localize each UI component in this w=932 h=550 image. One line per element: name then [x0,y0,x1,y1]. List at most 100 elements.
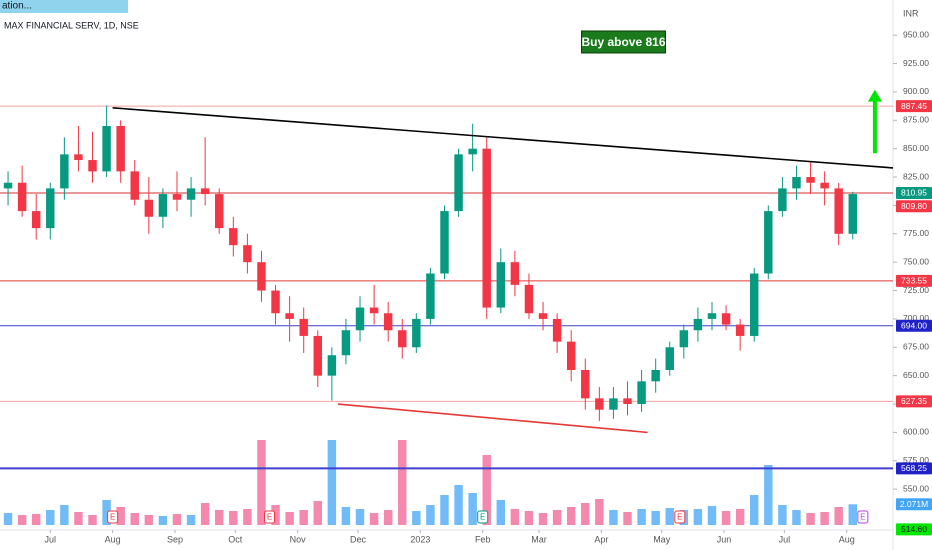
candle-body [764,211,773,274]
x-tick-label: Mar [531,534,547,544]
candle-body [665,347,674,370]
candle-body [144,199,154,217]
x-tick-label: Aug [105,534,121,544]
price-tag [896,200,932,213]
volume-bar [74,512,83,525]
volume-bar [552,510,562,525]
price-tag-label: 733.55 [901,276,927,286]
indicator-tab [0,0,128,13]
volume-bar [341,507,351,525]
candle-body [341,330,351,356]
candle-body [158,194,168,217]
candle-body [806,177,815,183]
volume-bar [834,507,843,525]
candle-body [482,148,491,308]
candle-body [88,160,97,172]
price-tag [896,100,932,113]
y-tick-label: 600.00 [903,427,929,437]
trendline [112,107,894,169]
volume-bar [271,505,280,525]
volume-bar [735,509,745,525]
volume-bar [88,515,97,525]
y-tick-label: 950.00 [903,29,929,39]
volume-bar [229,511,238,525]
volume-bar [398,440,407,525]
candle-body [60,154,69,189]
price-tag-label: 809.80 [901,201,927,211]
y-tick-label: 575.00 [903,455,929,465]
volume-bar [355,509,365,525]
candle-body [538,313,548,319]
price-tag-label: 810.95 [901,188,927,198]
volume-bar [31,514,41,525]
candle-body [200,188,210,195]
candle-body [440,211,449,274]
price-tag [896,319,932,332]
candle-body [778,188,787,212]
volume-bar [778,505,787,525]
x-tick-label: Oct [228,534,243,544]
candle-body [74,154,83,161]
y-tick-label: 925.00 [903,58,929,68]
candle-body [637,381,646,405]
event-badge [477,510,489,524]
volume-bar [806,513,815,525]
price-tag-label: 627.35 [901,396,927,406]
candle-body [313,335,323,376]
volume-bar [581,503,590,525]
candle-body [46,188,55,229]
candle-body [679,330,689,348]
volume-bar [707,506,717,525]
price-tag [896,186,932,199]
candle-body [398,330,407,348]
volume-bar [158,516,168,525]
y-tick-label: 825.00 [903,171,929,181]
event-label: E [677,513,682,522]
candle-body [383,313,393,331]
y-tick-label: 650.00 [903,370,929,380]
volume-bar [172,514,182,525]
y-tick-label: 900.00 [903,86,929,96]
volume-bar [299,510,308,525]
candle-body [468,148,477,155]
volume-bar [440,495,449,525]
candle-body [215,194,224,229]
candle-body [186,188,196,200]
volume-bar [454,485,463,525]
x-tick-label: Sep [167,534,183,544]
candle-body [735,324,745,336]
candle-body [412,318,421,348]
candle-body [693,318,703,331]
arrow-head [867,89,882,102]
candle-body [820,182,829,189]
candle-body [581,369,590,399]
volume-bar [566,507,576,525]
event-badge [264,510,276,524]
price-tag [896,395,932,408]
volume-bar [538,513,548,525]
price-tag [896,523,932,536]
candle-body [3,182,13,189]
volume-bar [482,455,491,525]
volume-bar [200,503,210,525]
candle-body [510,262,520,285]
volume-bar [215,510,224,525]
x-tick-label: May [653,534,671,544]
volume-bar [369,513,379,525]
y-tick-label: 675.00 [903,342,929,352]
candle-body [707,313,717,319]
candle-body [721,313,731,325]
x-tick-label: Dec [350,534,367,544]
volume-bar [510,509,520,525]
candle-body [17,182,27,212]
event-badge [674,510,686,524]
volume-bar [46,510,55,525]
volume-bar [848,504,857,525]
volume-bar [721,511,731,525]
candle-body [651,369,660,382]
volume-bar [623,512,632,525]
volume-bar [792,510,801,525]
